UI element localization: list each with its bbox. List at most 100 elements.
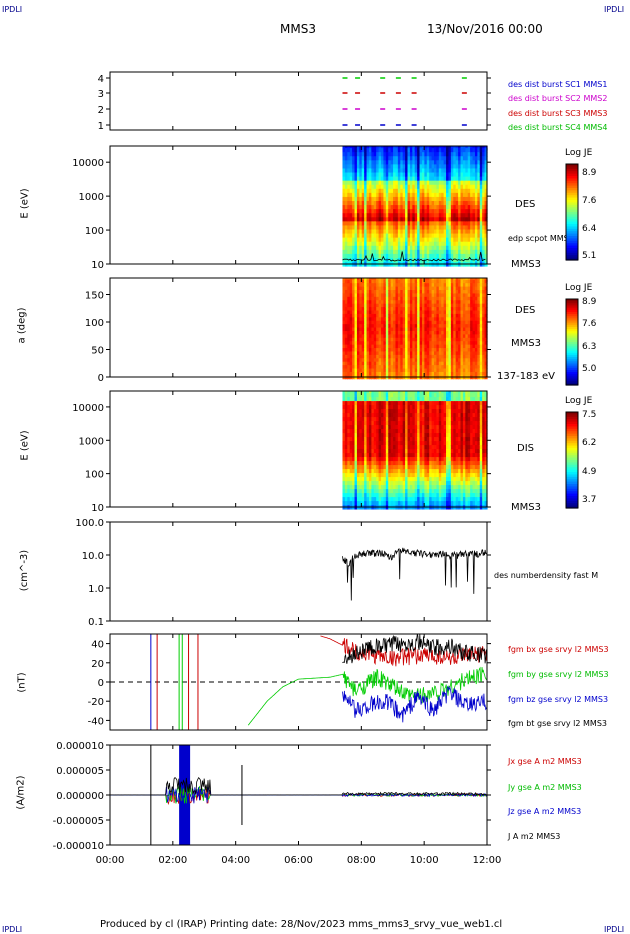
pitch-angle-cell [342,320,346,325]
pitch-angle-cell [373,351,377,356]
pitch-angle-cell [477,290,481,294]
des-energy-cell [397,148,401,153]
pitch-angle-cell [385,286,389,291]
dis-energy-cell [405,397,409,402]
des-energy-cell [400,213,404,218]
des-energy-cell [352,168,356,173]
pitch-angle-cell [484,327,488,332]
des-energy-cell [446,184,450,190]
pitch-angle-cell [417,286,421,291]
pitch-angle-cell [414,361,418,366]
des-energy-cell [424,241,428,247]
des-energy-cell [436,200,440,206]
pitch-angle-cell [373,371,377,376]
des-energy-cell [354,184,358,190]
dis-energy-cell [383,457,387,462]
des-energy-cell [376,148,380,153]
des-energy-cell [462,168,466,173]
des-energy-cell [479,152,483,157]
des-energy-cell [361,237,365,243]
des-energy-cell [419,213,423,218]
pitch-angle-cell [431,365,435,370]
pitch-angle-cell [417,317,421,322]
dis-energy-cell [347,393,351,398]
des-energy-cell [368,253,372,259]
dis-energy-cell [405,473,409,478]
pitch-angle-cell [470,293,474,298]
dis-energy-cell [409,489,413,494]
pitch-angle-cell [482,310,486,315]
pitch-angle-cell [397,344,401,349]
pitch-angle-cell [450,365,454,370]
des-energy-cell [448,184,452,190]
des-energy-cell [400,205,404,210]
des-energy-cell [368,176,372,182]
pitch-angle-cell [450,293,454,298]
pitch-angle-cell [390,320,394,325]
pitch-angle-cell [359,327,363,332]
pitch-angle-cell [453,283,457,288]
pitch-angle-cell [359,307,363,311]
des-energy-cell [434,172,438,178]
pitch-angle-cell [472,320,476,325]
dis-energy-cell [429,469,433,474]
des-energy-cell [479,192,483,198]
dis-energy-cell [354,493,358,498]
des-energy-cell [400,253,404,259]
pitch-angle-cell [407,354,411,359]
des-energy-cell [479,221,483,226]
pitch-angle-cell [366,300,370,305]
pitch-angle-cell [361,371,365,376]
pitch-angle-cell [453,341,457,346]
pitch-angle-cell [421,283,425,288]
pitch-angle-cell [434,341,438,346]
pitch-angle-cell [412,296,416,301]
pitch-angle-cell [390,368,394,373]
pitch-angle-cell [402,334,406,339]
dis-energy-cell [397,469,401,474]
pitch-angle-cell [426,303,430,308]
pitch-angle-cell [465,279,469,284]
pitch-angle-cell [424,330,428,335]
des-energy-cell [359,241,363,247]
pitch-angle-cell [349,320,353,325]
pitch-angle-cell [474,317,478,322]
des-energy-cell [368,188,372,194]
dis-energy-cell [393,421,397,426]
dis-energy-cell [361,469,365,474]
pitch-angle-cell [405,300,409,305]
pitch-angle-cell [352,303,356,308]
pitch-angle-cell [446,341,450,346]
pitch-angle-cell [376,344,380,349]
des-energy-cell [371,241,375,247]
dis-energy-cell [402,421,406,426]
dis-energy-cell [400,441,404,446]
pitch-angle-cell [479,337,483,342]
dis-energy-cell [349,421,353,426]
pitch-angle-cell [388,351,392,356]
pitch-angle-cell [393,286,397,291]
pitch-angle-cell [470,303,474,308]
des-energy-cell [409,209,413,214]
pitch-angle-cell [344,354,348,359]
pitch-angle-cell [352,310,356,315]
dis-energy-cell [381,437,385,442]
dis-energy-cell [361,409,365,414]
des-energy-cell [349,237,353,243]
des-energy-cell [429,196,433,202]
des-energy-cell [359,205,363,210]
pitch-angle-cell [455,303,459,308]
pitch-angle-cell [441,307,445,311]
pitch-angle-cell [400,279,404,284]
des-energy-cell [390,225,394,230]
des-energy-cell [482,213,486,218]
des-energy-cell [412,205,416,210]
des-energy-cell [474,257,478,263]
pitch-angle-cell [443,365,447,370]
pitch-angle-cell [373,279,377,284]
pitch-angle-cell [407,307,411,311]
dis-energy-cell [438,417,442,422]
des-energy-cell [482,152,486,157]
des-energy-cell [465,205,469,210]
dis-energy-cell [373,449,377,454]
